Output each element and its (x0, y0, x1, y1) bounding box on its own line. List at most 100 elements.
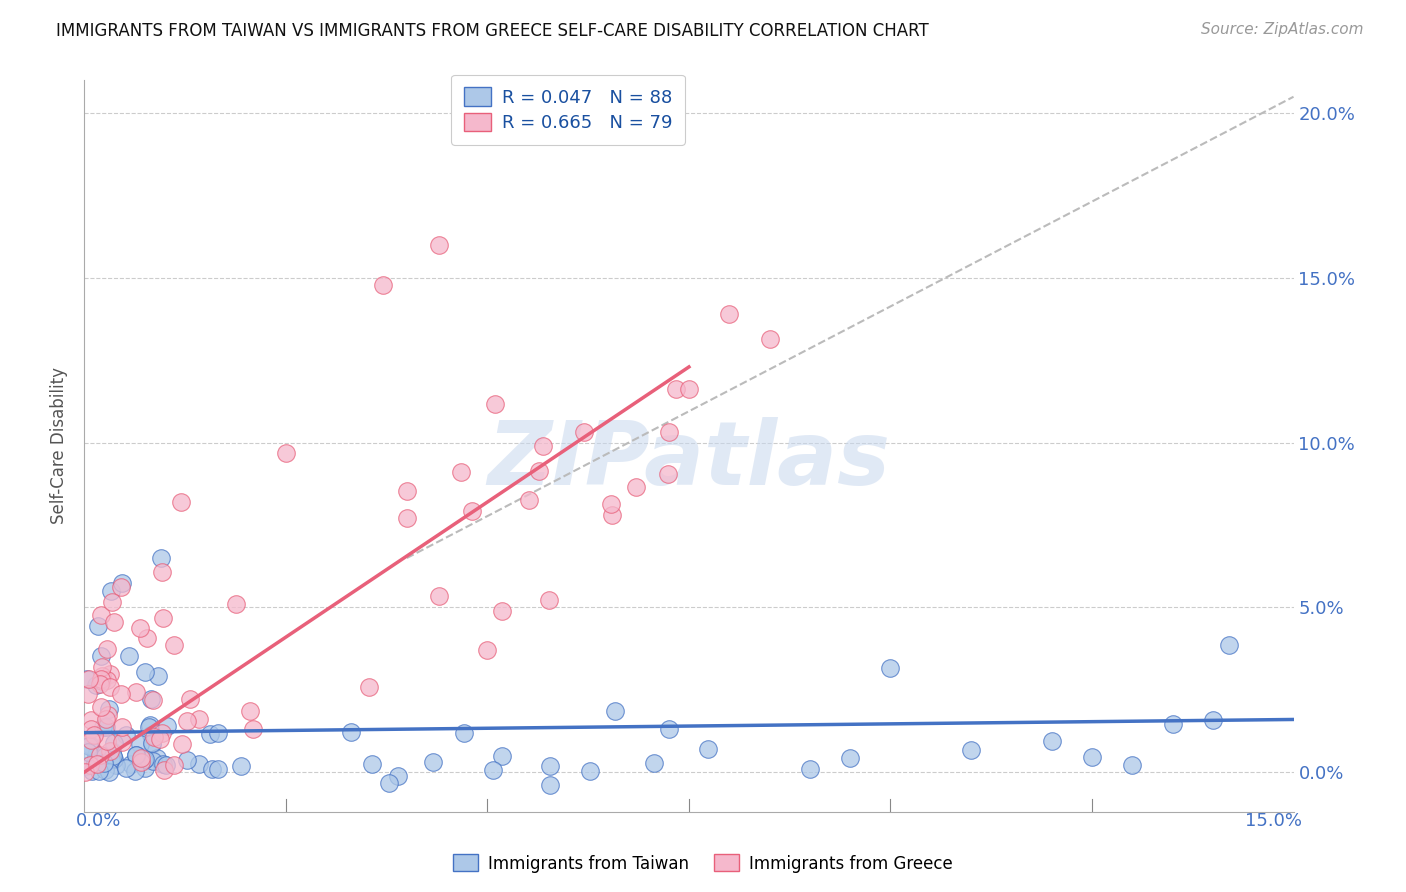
Point (176, 714, 198, 728)
Point (697, 742, 720, 756)
Point (89, 748, 111, 763)
Point (83, 756, 105, 771)
Point (453, 725, 475, 739)
Point (152, 763, 174, 777)
Point (145, 751, 167, 765)
Point (141, 737, 163, 751)
Point (134, 753, 156, 767)
Point (98, 744, 121, 758)
Point (105, 757, 128, 772)
Point (395, 511, 418, 525)
Point (77, 745, 100, 759)
Point (111, 575, 134, 590)
Point (115, 728, 138, 742)
Point (110, 687, 132, 701)
Point (491, 604, 513, 618)
Point (538, 778, 561, 792)
Point (84, 751, 107, 765)
Point (86, 678, 108, 692)
Point (87, 764, 110, 778)
Point (163, 639, 186, 653)
Point (359, 681, 381, 695)
Point (537, 593, 560, 607)
Point (665, 382, 688, 396)
Point (187, 757, 209, 772)
Point (482, 764, 505, 778)
Legend: Immigrants from Taiwan, Immigrants from Greece: Immigrants from Taiwan, Immigrants from … (447, 847, 959, 880)
Point (124, 748, 146, 763)
Point (152, 756, 174, 771)
Point (90, 669, 112, 683)
Point (643, 756, 665, 770)
Point (239, 704, 262, 718)
Point (111, 721, 134, 735)
Point (371, 277, 394, 292)
Point (94, 720, 117, 734)
Point (96, 673, 118, 687)
Point (170, 737, 193, 751)
Point (839, 751, 862, 765)
Point (101, 751, 124, 765)
Point (149, 732, 172, 747)
Point (427, 238, 450, 252)
Point (879, 661, 901, 675)
Point (80, 732, 103, 747)
Point (100, 584, 122, 599)
Point (90, 672, 112, 686)
Point (658, 425, 681, 440)
Point (427, 589, 450, 603)
Point (96, 641, 118, 656)
Point (150, 725, 173, 739)
Point (1218, 638, 1240, 652)
Point (90, 700, 112, 714)
Point (395, 483, 418, 498)
Point (90, 649, 112, 664)
Text: Source: ZipAtlas.com: Source: ZipAtlas.com (1201, 22, 1364, 37)
Point (125, 748, 148, 763)
Point (1081, 749, 1104, 764)
Point (103, 752, 125, 766)
Point (799, 763, 821, 777)
Point (758, 332, 780, 346)
Point (657, 467, 679, 482)
Point (1040, 734, 1063, 748)
Point (146, 669, 169, 683)
Point (86, 757, 108, 772)
Point (110, 580, 132, 594)
Text: 0.0%: 0.0% (76, 812, 122, 830)
Point (484, 397, 506, 411)
Point (120, 757, 142, 772)
Point (491, 749, 513, 764)
Point (76, 672, 98, 686)
Point (142, 693, 165, 707)
Point (163, 758, 186, 772)
Point (129, 755, 152, 769)
Text: 15.0%: 15.0% (1244, 812, 1302, 830)
Point (87, 619, 110, 633)
Point (179, 692, 201, 706)
Point (100, 595, 122, 609)
Point (387, 769, 409, 783)
Point (79, 757, 101, 772)
Point (538, 759, 561, 773)
Point (141, 754, 163, 768)
Point (960, 743, 983, 757)
Point (103, 615, 125, 629)
Point (150, 551, 173, 566)
Point (229, 759, 252, 773)
Point (274, 445, 297, 459)
Point (527, 464, 550, 478)
Point (207, 726, 229, 740)
Point (129, 750, 152, 764)
Point (118, 649, 141, 664)
Point (1121, 758, 1143, 772)
Point (155, 758, 177, 772)
Text: ZIPatlas: ZIPatlas (488, 417, 890, 504)
Point (75, 764, 97, 779)
Point (678, 382, 700, 396)
Point (134, 665, 156, 679)
Point (83, 728, 105, 742)
Point (600, 508, 623, 523)
Point (100, 744, 122, 758)
Point (599, 497, 621, 511)
